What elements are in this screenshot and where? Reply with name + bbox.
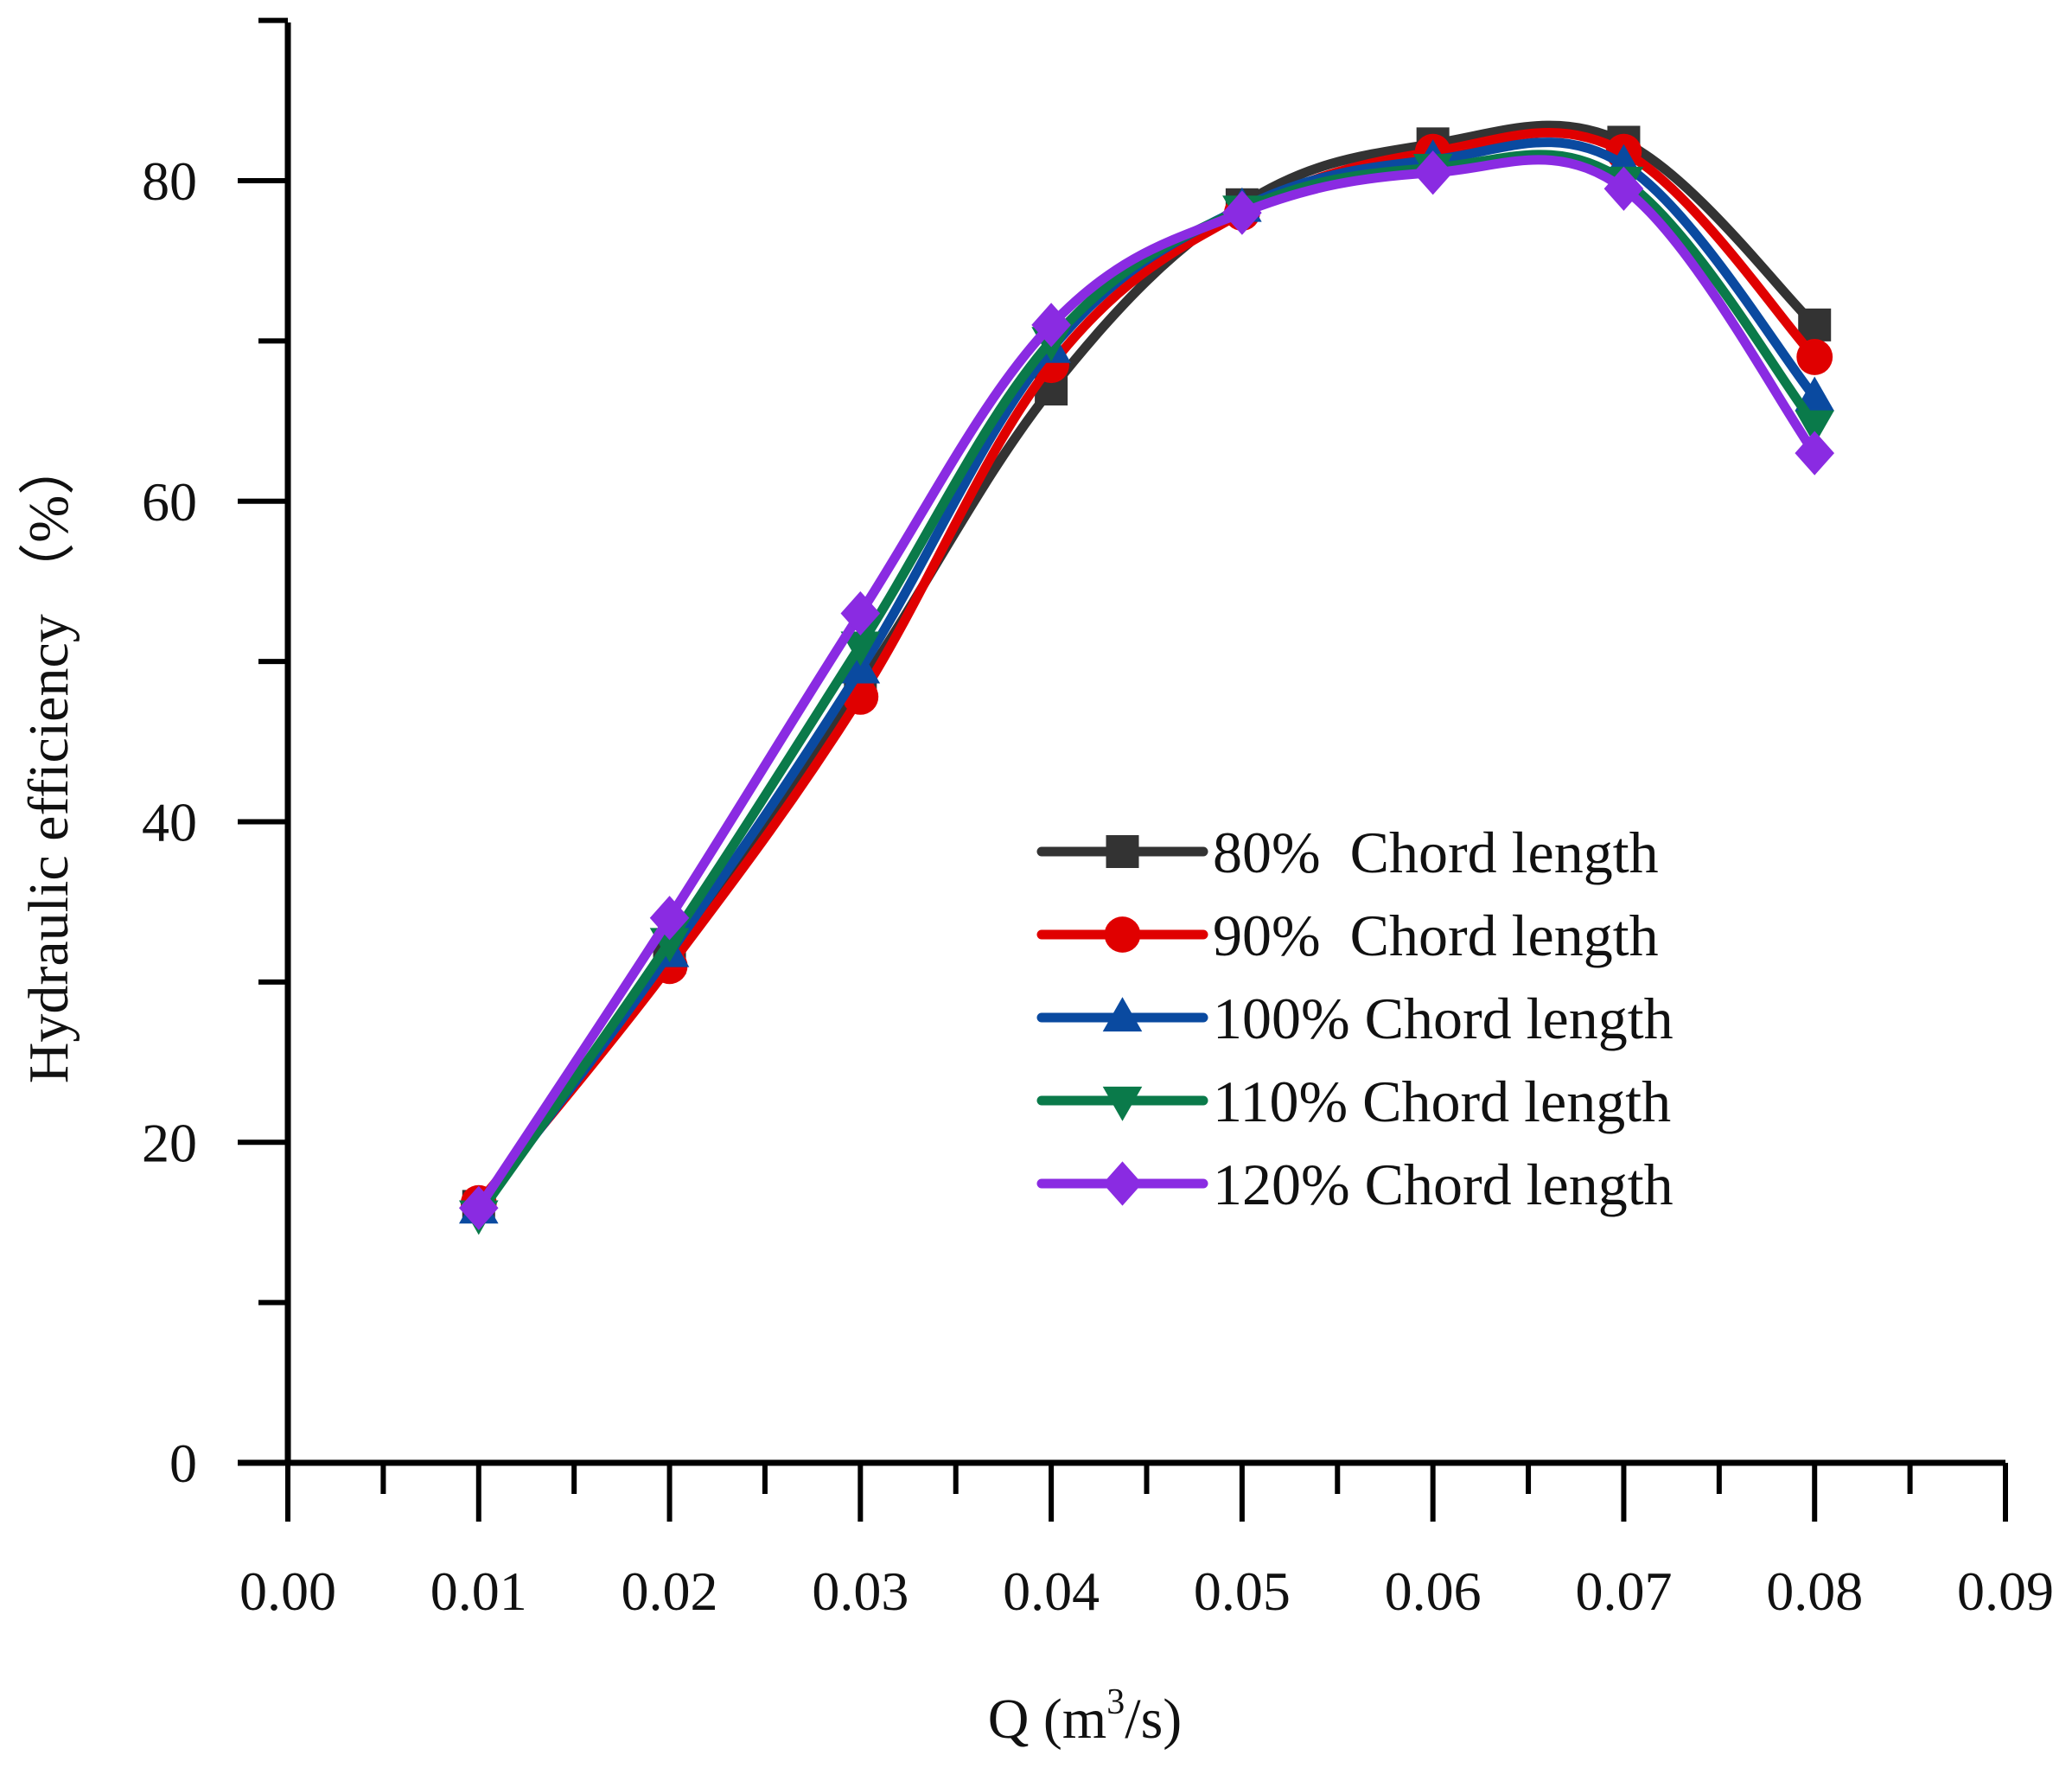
x-axis-title-suffix: /s): [1125, 1688, 1182, 1751]
data-point: [1222, 190, 1262, 235]
legend-entry: 120% Chord length: [1036, 1152, 1674, 1217]
data-point: [458, 1185, 499, 1230]
legend-marker: [1102, 1086, 1143, 1121]
y-tick-label: 60: [142, 471, 197, 533]
legend-entry: 90% Chord length: [1036, 903, 1659, 968]
x-axis-title-superscript: 3: [1106, 1682, 1125, 1722]
x-tick-label: 0.04: [1003, 1561, 1100, 1622]
legend-label: 110% Chord length: [1213, 1069, 1671, 1134]
data-point: [1795, 410, 1835, 445]
legend-entry: 100% Chord length: [1036, 986, 1674, 1051]
x-tick-label: 0.07: [1575, 1561, 1672, 1622]
legend-label: 80% Chord length: [1213, 820, 1659, 885]
x-tick-label: 0.09: [1957, 1561, 2054, 1622]
series-3: [458, 137, 1835, 1224]
data-point: [840, 631, 881, 667]
legend: 80% Chord length 90% Chord length 100% Cho…: [1036, 820, 1674, 1217]
legend-label: 90% Chord length: [1213, 903, 1659, 968]
data-point: [1031, 303, 1071, 348]
data-point: [840, 648, 881, 684]
data-point: [840, 590, 881, 636]
x-tick-label: 0.01: [430, 1561, 527, 1622]
series-1: [462, 120, 1832, 1223]
y-axis-title: Hydraulic efficiency （%）: [17, 438, 80, 1084]
series-2: [460, 128, 1833, 1222]
data-point: [1796, 339, 1833, 375]
data-point: [1412, 150, 1453, 195]
legend-label: 100% Chord length: [1213, 986, 1674, 1051]
x-tick-label: 0.06: [1385, 1561, 1482, 1622]
series-line: [474, 128, 1820, 1209]
data-point: [1795, 431, 1835, 476]
series-layer: [458, 120, 1835, 1235]
y-tick-label: 40: [142, 792, 197, 853]
x-tick-label: 0.02: [622, 1561, 718, 1622]
axes: 0 20 40 60 80 0.00 0.01 0.02 0.03 0.04 0.05 0.06 0.0…: [142, 17, 2054, 1622]
x-tick-label: 0.05: [1194, 1561, 1291, 1622]
series-line: [474, 150, 1820, 1220]
data-point: [1795, 376, 1835, 412]
y-tick-label: 80: [142, 150, 197, 212]
legend-marker: [1104, 916, 1141, 953]
legend-label: 120% Chord length: [1213, 1152, 1674, 1217]
data-point: [1798, 308, 1832, 341]
y-tick-label: 20: [142, 1112, 197, 1173]
x-tick-label: 0.00: [239, 1561, 336, 1622]
series-5: [458, 150, 1835, 1230]
legend-entry: 110% Chord length: [1036, 1069, 1671, 1134]
legend-marker: [1102, 1161, 1143, 1206]
x-tick-label: 0.08: [1766, 1561, 1863, 1622]
data-point: [649, 896, 690, 941]
x-tick-label: 0.03: [812, 1561, 908, 1622]
axis-labels: Q (m3/s) Hydraulic efficiency （%）: [17, 438, 1182, 1751]
x-axis-title-prefix: Q (m: [988, 1688, 1106, 1751]
x-axis-title: Q (m3/s): [988, 1682, 1182, 1751]
legend-marker: [1102, 997, 1143, 1032]
legend-entry: 80% Chord length: [1036, 820, 1659, 885]
legend-marker: [1106, 835, 1139, 868]
data-point: [1603, 166, 1644, 211]
y-tick-label: 0: [169, 1433, 197, 1494]
